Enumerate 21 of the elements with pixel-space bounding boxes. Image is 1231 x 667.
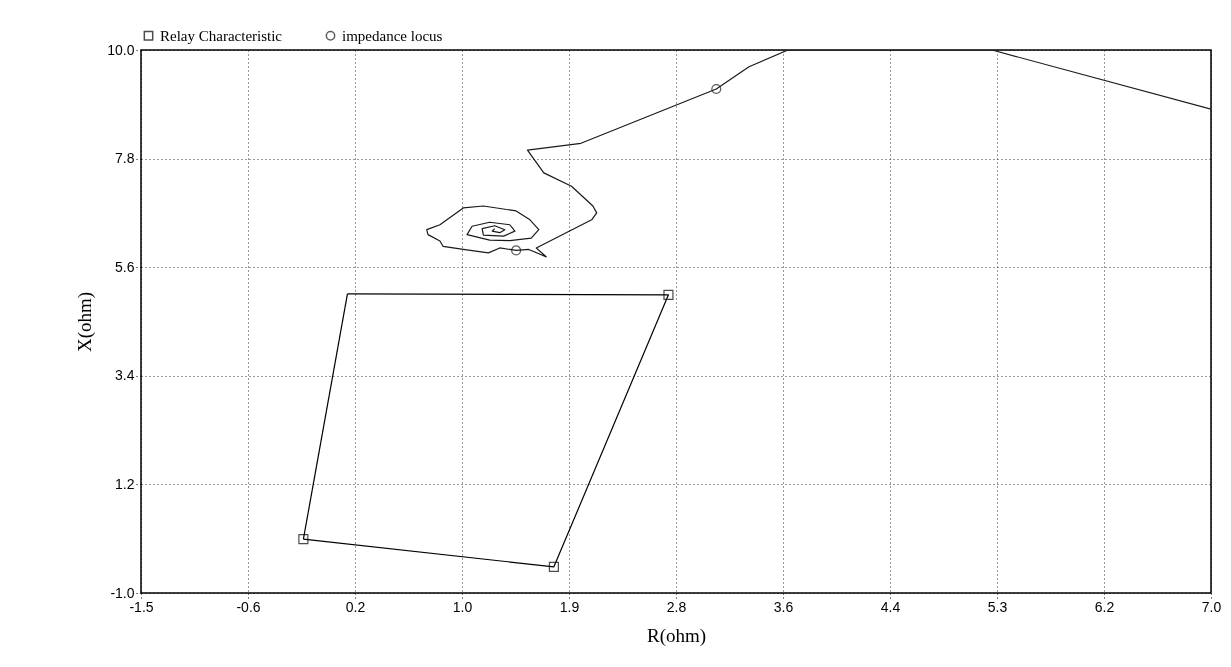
x-tick-label: 1.9 <box>559 598 580 615</box>
y-tick-label: 3.4 <box>115 367 135 384</box>
y-tick-label: -1.0 <box>110 584 135 601</box>
x-axis-title: R(ohm) <box>646 624 707 647</box>
y-tick-label: 10.0 <box>107 41 135 58</box>
x-tick-label: 7.0 <box>1201 598 1222 615</box>
x-tick-label: -1.5 <box>129 598 154 615</box>
x-tick-label: 3.6 <box>773 598 794 615</box>
x-tick-label: 0.2 <box>345 598 366 615</box>
y-tick-label: 5.6 <box>115 258 135 275</box>
x-tick-label: -0.6 <box>236 598 261 615</box>
x-tick-label: 6.2 <box>1094 598 1115 615</box>
legend-label: impedance locus <box>342 27 443 44</box>
x-tick-label: 4.4 <box>880 598 901 615</box>
x-tick-label: 5.3 <box>987 598 1008 615</box>
x-tick-label: 1.0 <box>452 598 473 615</box>
x-tick-label: 2.8 <box>666 598 687 615</box>
y-axis-title: X(ohm) <box>74 291 97 353</box>
y-tick-label: 7.8 <box>115 150 135 167</box>
y-tick-label: 1.2 <box>115 475 135 492</box>
legend-label: Relay Characteristic <box>160 27 283 44</box>
